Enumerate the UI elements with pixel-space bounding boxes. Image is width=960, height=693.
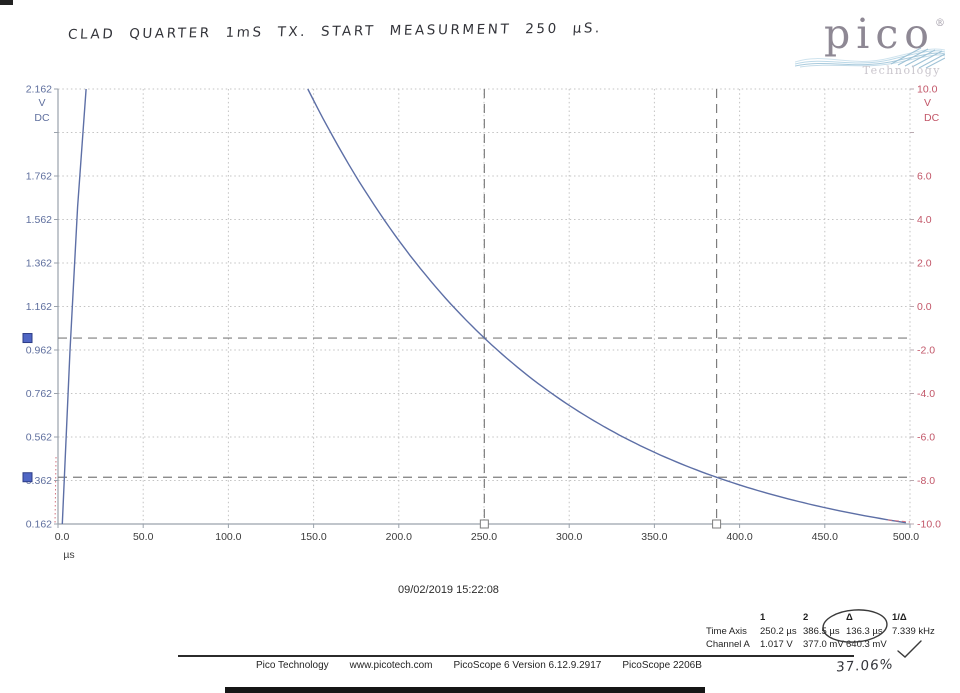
footer-software-version: PicoScope 6 Version 6.12.9.2917 — [453, 660, 602, 671]
channel-a-row: Channel A 1.017 V 377.0 mV 640.3 mV — [706, 638, 948, 652]
channel-a-cursor1-value: 1.017 V — [760, 639, 793, 651]
left-axis-tick-label: 0.162 — [26, 519, 52, 531]
channel-a-label: Channel A — [706, 639, 750, 651]
x-axis-tick-label: 250.0 — [471, 531, 497, 543]
right-axis-unit-label: V — [924, 97, 931, 109]
time-cursor-handle — [479, 519, 489, 529]
time-axis-delta-value: 136.3 µs — [846, 625, 883, 637]
x-axis-tick-label: 50.0 — [133, 531, 154, 543]
scan-artifact-top-left — [0, 0, 13, 5]
col-header-inverse-delta: 1/Δ — [892, 612, 907, 624]
channel-b-artifact-vertical — [54, 457, 57, 525]
right-axis-tick-label: 2.0 — [917, 258, 932, 270]
col-header-delta: Δ — [846, 612, 853, 624]
x-axis-tick-label: 500.0 — [893, 531, 919, 543]
measurements-header-row: 1 2 Δ 1/Δ — [706, 611, 948, 625]
x-axis-tick-label: 100.0 — [215, 531, 241, 543]
left-axis-tick-label: 1.362 — [26, 258, 52, 270]
right-axis-unit-label: DC — [924, 112, 940, 124]
right-axis-tick-label: 10.0 — [917, 84, 938, 96]
footer-company: Pico Technology — [256, 660, 329, 671]
x-axis-unit-label: µs — [63, 549, 74, 561]
right-axis-tick-label: 6.0 — [917, 171, 932, 183]
footer-website: www.picotech.com — [349, 660, 433, 671]
x-axis-tick-label: 200.0 — [386, 531, 412, 543]
x-axis-tick-label: 350.0 — [641, 531, 667, 543]
channel-a-decay-curve — [307, 88, 907, 524]
left-axis-tick-label: 0.762 — [26, 388, 52, 400]
left-axis-tick-label: 1.762 — [26, 171, 52, 183]
left-axis-unit-label: V — [38, 97, 45, 109]
time-axis-label: Time Axis — [706, 625, 747, 637]
x-axis-tick-label: 400.0 — [726, 531, 752, 543]
right-axis-tick-label: -8.0 — [917, 475, 935, 487]
handwritten-percentage: 37.06% — [835, 656, 894, 676]
time-axis-cursor1-value: 250.2 µs — [760, 625, 797, 637]
left-axis-tick-label: 2.162 — [26, 84, 52, 96]
left-axis-tick-label: 0.962 — [26, 345, 52, 357]
col-header-cursor1: 1 — [760, 612, 766, 624]
left-axis-unit-label: DC — [34, 112, 50, 124]
time-axis-cursor2-value: 386.5 µs — [803, 625, 840, 637]
channel-a-delta-value: 640.3 mV — [846, 639, 887, 651]
measurements-table: 1 2 Δ 1/Δ Time Axis 250.2 µs 386.5 µs 13… — [706, 611, 948, 652]
time-cursor-handle — [712, 519, 722, 529]
left-axis-tick-label: 1.162 — [26, 301, 52, 313]
footer: Pico Technology www.picotech.com PicoSco… — [256, 660, 702, 671]
right-axis-tick-label: -2.0 — [917, 345, 935, 357]
channel-a-rising-edge — [61, 88, 87, 525]
x-axis-tick-label: 150.0 — [300, 531, 326, 543]
footer-rule — [178, 655, 854, 657]
level-cursor-handle — [22, 472, 33, 483]
right-axis-tick-label: -6.0 — [917, 432, 935, 444]
level-cursor-handle — [22, 333, 33, 344]
print-timestamp: 09/02/2019 15:22:08 — [398, 584, 499, 596]
pico-logo-subtitle: Technology — [862, 64, 941, 77]
x-axis-tick-label: 450.0 — [812, 531, 838, 543]
time-axis-frequency-value: 7.339 kHz — [892, 625, 935, 637]
x-axis-tick-label: 300.0 — [556, 531, 582, 543]
logo-waves-icon — [795, 47, 945, 69]
time-axis-row: Time Axis 250.2 µs 386.5 µs 136.3 µs 7.3… — [706, 625, 948, 639]
scan-artifact-bottom-bar — [225, 687, 705, 693]
left-axis-tick-label: 0.562 — [26, 432, 52, 444]
channel-a-cursor2-value: 377.0 mV — [803, 639, 844, 651]
x-axis-tick-label: 0.0 — [55, 531, 70, 543]
pico-logo: pico® Technology — [795, 4, 945, 77]
registered-trademark-icon: ® — [935, 18, 945, 29]
col-header-cursor2: 2 — [803, 612, 809, 624]
footer-device-model: PicoScope 2206B — [622, 660, 702, 671]
left-axis-tick-label: 1.562 — [26, 214, 52, 226]
pico-logo-text: pico — [823, 10, 935, 58]
right-axis-tick-label: -10.0 — [917, 519, 941, 531]
right-axis-tick-label: -4.0 — [917, 388, 935, 400]
channel-b-artifact-bottom-right — [887, 519, 911, 523]
waveform-chart: 2.162 10.0 1.762 6.0 1.562 4.0 1.362 2.0 1.162 0.… — [22, 84, 941, 561]
pico-logo-wordmark: pico® — [795, 4, 945, 55]
right-axis-tick-label: 0.0 — [917, 301, 932, 313]
right-axis-tick-label: 4.0 — [917, 214, 932, 226]
